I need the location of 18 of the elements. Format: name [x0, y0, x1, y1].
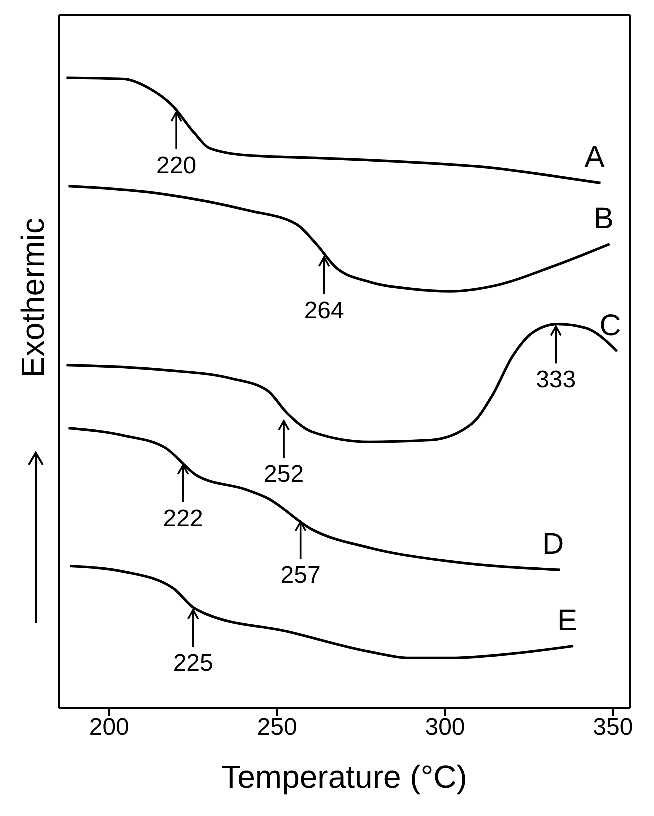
y-axis-title: Exothermic — [15, 218, 51, 378]
series-label: A — [584, 141, 605, 174]
annotation: 220 — [156, 152, 197, 180]
series-label: D — [542, 528, 564, 562]
annotation: 333 — [536, 366, 576, 394]
annotation: 222 — [163, 505, 204, 532]
series-label: B — [594, 202, 614, 236]
x-tick-label: 250 — [257, 714, 298, 742]
x-axis-title: Temperature (°C) — [222, 759, 468, 795]
annotation: 257 — [280, 562, 321, 589]
series-label: E — [558, 604, 578, 638]
x-tick-label: 350 — [593, 714, 634, 742]
annotation: 252 — [264, 461, 304, 488]
legend-label: C — [600, 309, 622, 342]
annotation: 225 — [173, 650, 214, 678]
x-tick-label: 300 — [425, 714, 466, 742]
x-tick-label: 200 — [89, 714, 130, 742]
annotation: 264 — [304, 297, 344, 324]
